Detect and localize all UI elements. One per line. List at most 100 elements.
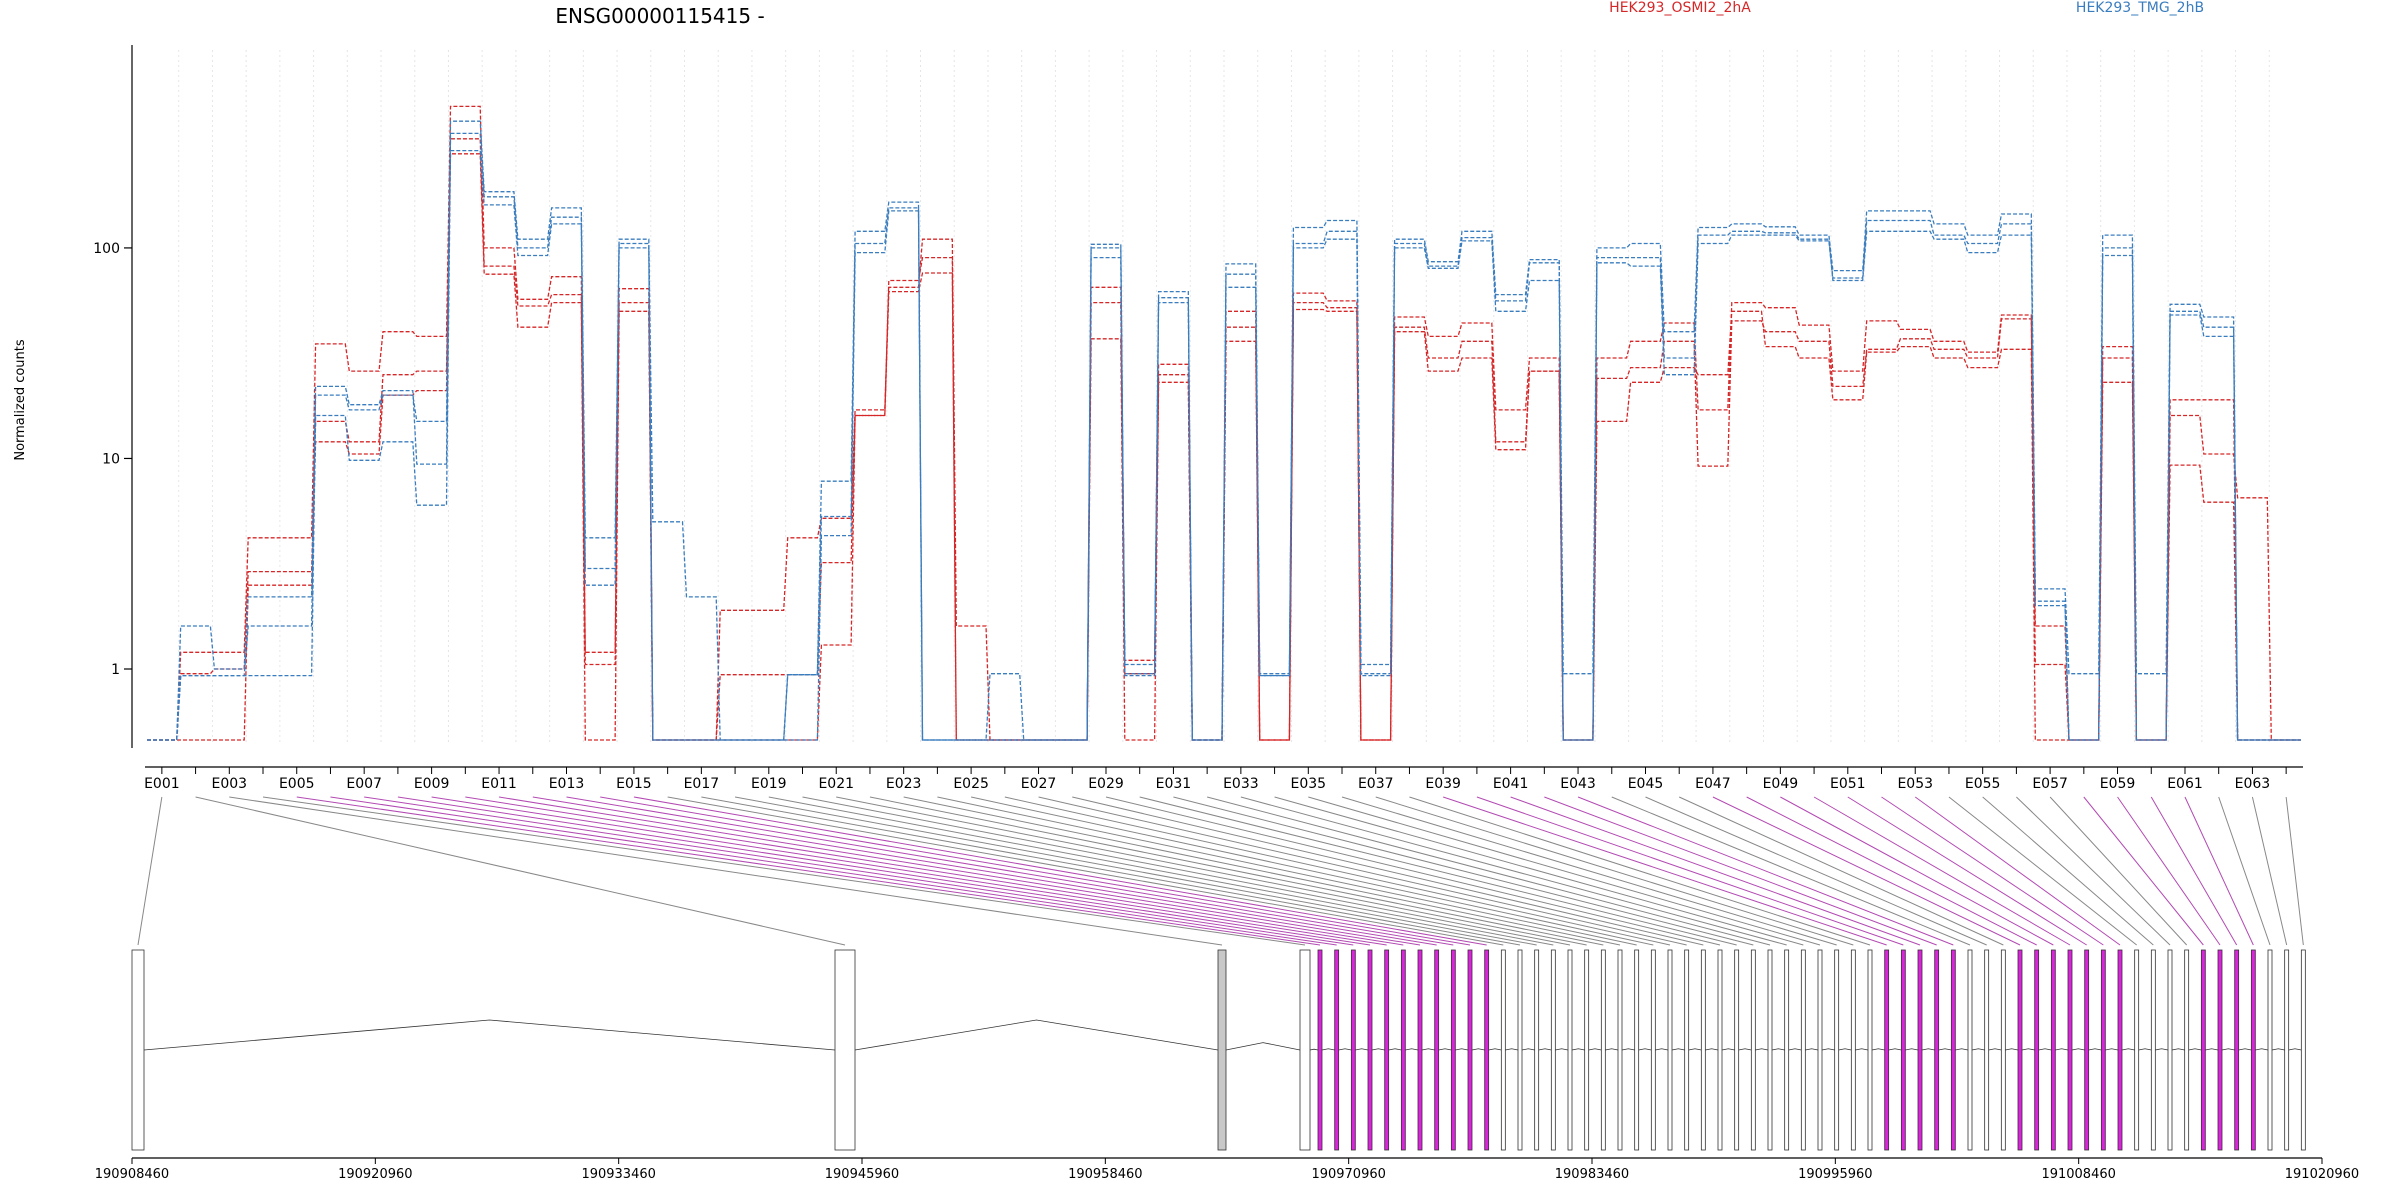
gene-exon (1567, 949, 1573, 1151)
gene-exon (1434, 949, 1440, 1151)
intron-line (1555, 1048, 1569, 1051)
gene-exon (2267, 949, 2273, 1151)
exon-connector (262, 796, 1306, 946)
gene-exon (1450, 949, 1456, 1151)
intron-line (2255, 1048, 2269, 1051)
exon-tick-label: E057 (2032, 776, 2068, 792)
exon-tick-label: E055 (1965, 776, 2001, 792)
exon-connector (1712, 796, 2021, 946)
gene-exon (1384, 949, 1390, 1151)
gene-exon (1817, 949, 1823, 1151)
intron-line (1455, 1048, 1469, 1051)
exon-tick-label: E021 (818, 776, 854, 792)
gene-exon (1950, 949, 1956, 1151)
exon-tick-label: E053 (1897, 776, 1933, 792)
exon-connector (802, 796, 1571, 946)
intron-line (1705, 1048, 1719, 1051)
gene-exon (2200, 949, 2206, 1151)
exon-tick-label: E009 (414, 776, 450, 792)
exon-tick-label: E019 (751, 776, 787, 792)
gene-exon (2150, 949, 2156, 1151)
exon-connector (1881, 796, 2104, 946)
intron-line (1721, 1048, 1735, 1051)
exon-connector (1341, 796, 1837, 946)
gene-exon (2017, 949, 2023, 1151)
gene-exon (2067, 949, 2073, 1151)
exon-connector (937, 796, 1637, 946)
exon-connector (2083, 796, 2204, 946)
y-tick-label: 1 (111, 662, 120, 678)
gene-exon (1784, 949, 1790, 1151)
gene-exon (1850, 949, 1856, 1151)
genomic-tick-label: 190958460 (1068, 1167, 1142, 1182)
intron-line (1688, 1048, 1702, 1051)
exon-tick-label: E047 (1695, 776, 1731, 792)
gene-exon (2117, 949, 2123, 1151)
intron-line (1638, 1048, 1652, 1051)
exon-connector (2049, 796, 2188, 946)
exon-tick-label: E059 (2100, 776, 2136, 792)
intron-line (1388, 1048, 1402, 1051)
exon-tick-label: E011 (481, 776, 517, 792)
exon-connector (1443, 796, 1887, 946)
exon-tick-label: E033 (1223, 776, 1259, 792)
exon-tick-label: E051 (1830, 776, 1866, 792)
intron-line (1421, 1048, 1435, 1051)
exon-connector (330, 796, 1337, 946)
exon-connector (1173, 796, 1754, 946)
intron-line (1805, 1048, 1819, 1051)
exon-connector (1813, 796, 2071, 946)
exon-connector (431, 796, 1387, 946)
exon-connector (1072, 796, 1704, 946)
exon-connector (498, 796, 1421, 946)
gene-exon (1400, 949, 1406, 1151)
gene-exon (1750, 949, 1756, 1151)
gene-exon (1334, 949, 1340, 1151)
legend-label-osmi2: HEK293_OSMI2_2hA (1609, 0, 1751, 16)
exon-connector (296, 796, 1321, 946)
gene-exon (1367, 949, 1373, 1151)
exon-connector (1780, 796, 2054, 946)
exon-connector (600, 796, 1471, 946)
gene-exon (2050, 949, 2056, 1151)
gene-exon (1717, 949, 1723, 1151)
series-line-1 (147, 105, 2301, 741)
exon-connector (1409, 796, 1871, 946)
intron-line (1521, 1048, 1535, 1051)
gene-exon (1984, 949, 1990, 1151)
exon-connector (566, 796, 1454, 946)
intron-line (2271, 1048, 2285, 1051)
gene-exon (1584, 949, 1590, 1151)
intron-line (1488, 1048, 1502, 1051)
intron-line (1905, 1048, 1919, 1051)
gene-exon (2134, 949, 2140, 1151)
gene-exon (1650, 949, 1656, 1151)
intron-line (2238, 1048, 2252, 1051)
gene-exon (1834, 949, 1840, 1151)
genomic-tick-label: 190908460 (95, 1167, 169, 1182)
exon-connector (2184, 796, 2254, 946)
series-line-6 (147, 149, 2301, 741)
exon-connector (1746, 796, 2037, 946)
intron-line (1938, 1048, 1952, 1051)
intron-line (2005, 1048, 2019, 1051)
intron-line (1505, 1048, 1519, 1051)
gene-exon (1917, 949, 1923, 1151)
intron-line (2088, 1048, 2102, 1051)
exon-connector (2285, 796, 2304, 946)
gene-exon (1217, 949, 1227, 1151)
exon-connector (768, 796, 1554, 946)
intron-line (143, 1019, 836, 1051)
exon-connector (1476, 796, 1904, 946)
gene-exon (1684, 949, 1690, 1151)
exon-connector (1139, 796, 1737, 946)
exon-connector (633, 796, 1487, 946)
intron-line (1771, 1048, 1785, 1051)
gene-exon (1800, 949, 1806, 1151)
genomic-tick-label: 190920960 (338, 1167, 412, 1182)
gene-exon (1484, 949, 1490, 1151)
gene-exon (1317, 949, 1323, 1151)
intron-line (2288, 1048, 2302, 1051)
intron-line (1788, 1048, 1802, 1051)
intron-line (2021, 1048, 2035, 1051)
